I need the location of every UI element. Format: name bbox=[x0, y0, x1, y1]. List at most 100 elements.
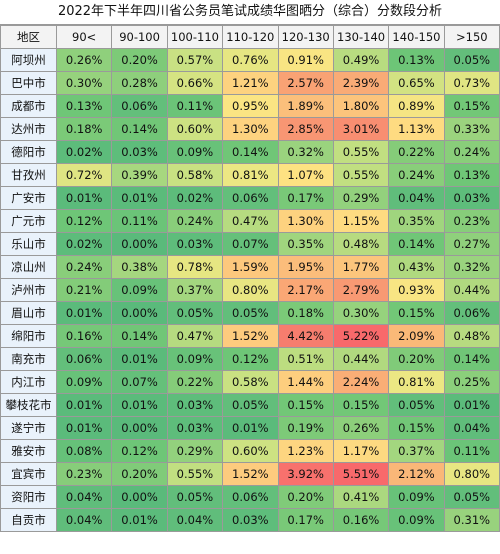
table-row: 广安市 0.01% 0.01% 0.02% 0.06% 0.17% 0.29% 0.04% 0.… bbox=[0, 186, 500, 210]
percentage-cell: 0.27% bbox=[443, 232, 500, 256]
percentage-cell: 0.21% bbox=[55, 278, 113, 302]
percentage-cell: 0.05% bbox=[443, 485, 500, 509]
percentage-cell: 0.00% bbox=[111, 416, 168, 440]
percentage-cell: 0.47% bbox=[222, 209, 279, 233]
percentage-cell: 0.30% bbox=[55, 71, 113, 95]
percentage-cell: 0.60% bbox=[166, 117, 224, 141]
percentage-cell: 0.89% bbox=[388, 94, 445, 118]
percentage-cell: 0.14% bbox=[443, 347, 500, 371]
percentage-cell: 0.78% bbox=[166, 255, 224, 279]
table-row: 成都市 0.13% 0.06% 0.11% 0.95% 1.89% 1.80% 0.89% 0.… bbox=[0, 94, 500, 118]
region-cell: 德阳市 bbox=[0, 140, 57, 164]
percentage-cell: 0.04% bbox=[166, 508, 224, 532]
percentage-cell: 0.55% bbox=[166, 462, 224, 486]
region-cell: 遂宁市 bbox=[0, 416, 57, 440]
percentage-cell: 4.42% bbox=[277, 324, 334, 348]
percentage-cell: 0.30% bbox=[332, 301, 390, 325]
percentage-cell: 0.13% bbox=[55, 94, 113, 118]
percentage-cell: 0.13% bbox=[443, 163, 500, 187]
percentage-cell: 0.81% bbox=[222, 163, 279, 187]
percentage-cell: 0.25% bbox=[443, 370, 500, 394]
percentage-cell: 0.19% bbox=[277, 416, 334, 440]
region-cell: 巴中市 bbox=[0, 71, 57, 95]
percentage-cell: 0.12% bbox=[111, 439, 168, 463]
percentage-cell: 0.16% bbox=[332, 508, 390, 532]
table-row: 乐山市 0.02% 0.00% 0.03% 0.07% 0.35% 0.48% 0.14% 0.… bbox=[0, 232, 500, 256]
percentage-cell: 0.15% bbox=[332, 393, 390, 417]
percentage-cell: 0.44% bbox=[443, 278, 500, 302]
percentage-cell: 0.01% bbox=[111, 393, 168, 417]
percentage-cell: 0.29% bbox=[166, 439, 224, 463]
percentage-cell: 0.80% bbox=[443, 462, 500, 486]
percentage-cell: 0.43% bbox=[388, 255, 445, 279]
percentage-cell: 1.52% bbox=[222, 462, 279, 486]
table-row: 宜宾市 0.23% 0.20% 0.55% 1.52% 3.92% 5.51% 2.12% 0.… bbox=[0, 462, 500, 486]
region-cell: 攀枝花市 bbox=[0, 393, 57, 417]
percentage-cell: 0.20% bbox=[111, 48, 168, 72]
percentage-cell: 0.81% bbox=[388, 370, 445, 394]
percentage-cell: 0.32% bbox=[443, 255, 500, 279]
header-row: 地区 90< 90-100 100-110 110-120 120-130 13… bbox=[0, 25, 500, 49]
percentage-cell: 0.24% bbox=[443, 140, 500, 164]
region-cell: 广安市 bbox=[0, 186, 57, 210]
percentage-cell: 0.14% bbox=[111, 117, 168, 141]
percentage-cell: 0.06% bbox=[111, 94, 168, 118]
header-range-100-110: 100-110 bbox=[166, 25, 224, 49]
percentage-cell: 0.95% bbox=[222, 94, 279, 118]
percentage-cell: 5.22% bbox=[332, 324, 390, 348]
percentage-cell: 0.22% bbox=[388, 140, 445, 164]
percentage-cell: 0.07% bbox=[111, 370, 168, 394]
percentage-cell: 0.04% bbox=[55, 508, 113, 532]
percentage-cell: 0.20% bbox=[111, 462, 168, 486]
region-cell: 泸州市 bbox=[0, 278, 57, 302]
percentage-cell: 2.57% bbox=[277, 71, 334, 95]
percentage-cell: 0.80% bbox=[222, 278, 279, 302]
percentage-cell: 0.14% bbox=[222, 140, 279, 164]
table-row: 凉山州 0.24% 0.38% 0.78% 1.59% 1.95% 1.77% 0.43% 0.… bbox=[0, 255, 500, 279]
percentage-cell: 0.24% bbox=[388, 163, 445, 187]
region-cell: 广元市 bbox=[0, 209, 57, 233]
percentage-cell: 0.15% bbox=[277, 393, 334, 417]
percentage-cell: 0.05% bbox=[166, 485, 224, 509]
percentage-cell: 0.39% bbox=[111, 163, 168, 187]
percentage-cell: 0.26% bbox=[55, 48, 113, 72]
percentage-cell: 0.24% bbox=[55, 255, 113, 279]
percentage-cell: 0.03% bbox=[443, 186, 500, 210]
table-row: 绵阳市 0.16% 0.14% 0.47% 1.52% 4.42% 5.22% 2.09% 0.… bbox=[0, 324, 500, 348]
header-range-140-150: 140-150 bbox=[388, 25, 445, 49]
percentage-cell: 0.09% bbox=[388, 508, 445, 532]
percentage-cell: 0.66% bbox=[166, 71, 224, 95]
percentage-cell: 0.35% bbox=[277, 232, 334, 256]
percentage-cell: 2.85% bbox=[277, 117, 334, 141]
percentage-cell: 0.49% bbox=[332, 48, 390, 72]
percentage-cell: 0.02% bbox=[55, 232, 113, 256]
percentage-cell: 0.01% bbox=[55, 416, 113, 440]
table-row: 南充市 0.06% 0.01% 0.09% 0.12% 0.51% 0.44% 0.20% 0.… bbox=[0, 347, 500, 371]
percentage-cell: 2.39% bbox=[332, 71, 390, 95]
percentage-cell: 0.58% bbox=[166, 163, 224, 187]
percentage-cell: 0.11% bbox=[111, 209, 168, 233]
percentage-cell: 1.59% bbox=[222, 255, 279, 279]
table-row: 眉山市 0.01% 0.00% 0.05% 0.05% 0.18% 0.30% 0.15% 0.… bbox=[0, 301, 500, 325]
percentage-cell: 0.09% bbox=[166, 140, 224, 164]
percentage-cell: 0.05% bbox=[443, 48, 500, 72]
percentage-cell: 0.41% bbox=[332, 485, 390, 509]
percentage-cell: 2.17% bbox=[277, 278, 334, 302]
percentage-cell: 1.30% bbox=[277, 209, 334, 233]
percentage-cell: 1.80% bbox=[332, 94, 390, 118]
percentage-cell: 0.05% bbox=[222, 301, 279, 325]
percentage-cell: 0.00% bbox=[111, 301, 168, 325]
region-cell: 凉山州 bbox=[0, 255, 57, 279]
percentage-cell: 5.51% bbox=[332, 462, 390, 486]
percentage-cell: 1.89% bbox=[277, 94, 334, 118]
percentage-cell: 3.01% bbox=[332, 117, 390, 141]
percentage-cell: 0.18% bbox=[55, 117, 113, 141]
percentage-cell: 0.44% bbox=[332, 347, 390, 371]
percentage-cell: 0.33% bbox=[443, 117, 500, 141]
percentage-cell: 0.02% bbox=[55, 140, 113, 164]
percentage-cell: 0.12% bbox=[222, 347, 279, 371]
score-distribution-table: 地区 90< 90-100 100-110 110-120 120-130 13… bbox=[0, 25, 500, 532]
percentage-cell: 1.15% bbox=[332, 209, 390, 233]
region-cell: 南充市 bbox=[0, 347, 57, 371]
